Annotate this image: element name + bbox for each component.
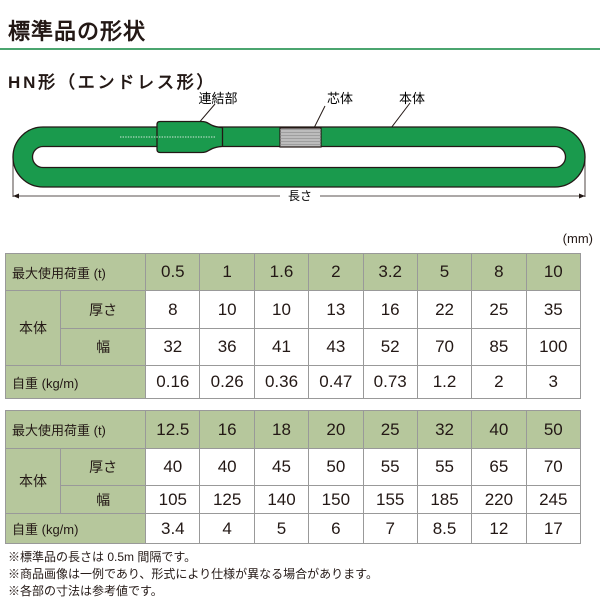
svg-text:長さ: 長さ <box>288 189 312 203</box>
svg-text:本体: 本体 <box>399 91 425 106</box>
svg-text:連結部: 連結部 <box>198 91 237 106</box>
svg-text:芯体: 芯体 <box>327 91 353 106</box>
